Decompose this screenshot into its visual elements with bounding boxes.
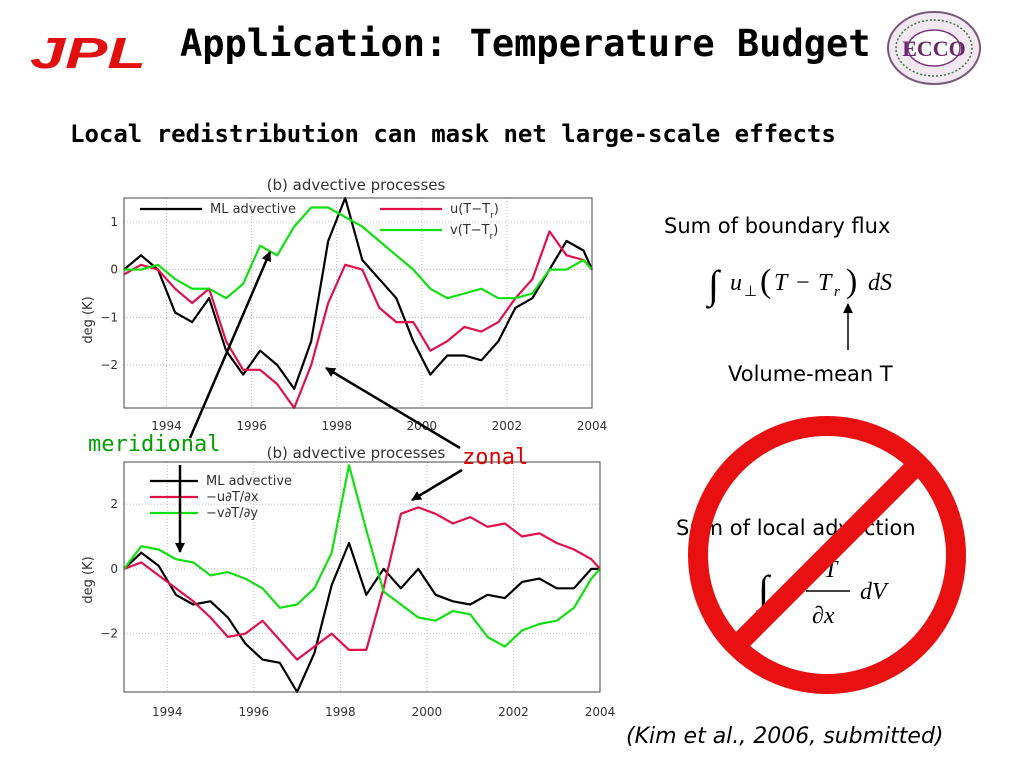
y-axis-label: deg (K): [81, 296, 96, 343]
integral-sign: ∫: [705, 262, 722, 309]
y-tick-label: 0: [110, 562, 118, 576]
boundary-flux-label: Sum of boundary flux: [664, 214, 891, 238]
series-line-0: [123, 541, 600, 694]
x-tick-label: 1996: [236, 419, 267, 433]
x-tick-label: 1996: [239, 705, 270, 719]
x-tick-label: 1998: [325, 705, 356, 719]
x-tick-label: 2002: [492, 419, 523, 433]
y-tick-label: 1: [110, 215, 118, 229]
jpl-logo-text: JPL: [30, 30, 146, 72]
x-tick-label: 2002: [498, 705, 529, 719]
y-tick-label: −2: [100, 358, 118, 372]
y-axis-label: deg (K): [81, 556, 96, 603]
x-tick-label: 1998: [321, 419, 352, 433]
chart-advective-bottom: (b) advective processes deg (K) 1994 1996…: [81, 444, 616, 719]
x-tick-label: 2000: [412, 705, 443, 719]
x-tick-label: 2004: [577, 419, 608, 433]
formula-denominator: ∂x: [812, 603, 835, 629]
formula-perp: ⊥: [744, 284, 757, 300]
formula-u: u: [730, 270, 742, 296]
legend-label: u(T−Tr): [450, 202, 499, 221]
chart-advective-top: (b) advective processes deg (K) 1994 1996…: [81, 176, 608, 433]
slide-subtitle: Local redistribution can mask net large-…: [70, 120, 836, 148]
y-tick-label: 2: [110, 497, 118, 511]
formula-dV: dV: [860, 579, 889, 605]
x-tick-label: 2004: [585, 705, 616, 719]
formula-rparen: ): [846, 263, 857, 300]
legend-label: ML advective: [206, 474, 292, 489]
prohibition-sign-icon: [688, 416, 966, 694]
series-line-1: [123, 506, 601, 661]
x-tick-label: 1994: [151, 419, 182, 433]
y-tick-label: 0: [110, 263, 118, 277]
ecco-logo: ECCO: [887, 11, 981, 85]
formula-lparen: (: [760, 263, 771, 300]
meridional-label: meridional: [88, 432, 221, 457]
formula-Tr: T: [818, 270, 833, 296]
chart-title: (b) advective processes: [267, 176, 446, 194]
series-line-0: [123, 196, 594, 390]
chart-title: (b) advective processes: [267, 444, 446, 462]
volume-mean-label: Volume-mean T: [728, 362, 893, 386]
slide-title: Application: Temperature Budget: [180, 22, 871, 65]
series-line-2: [123, 464, 601, 648]
x-tick-label: 1994: [152, 705, 183, 719]
boundary-flux-formula: ∫ u ⊥ ( T − T r ) dS: [705, 262, 892, 309]
legend-label: ML advective: [210, 202, 296, 217]
legend-label: −v∂T/∂y: [206, 506, 258, 521]
zonal-label: zonal: [462, 445, 529, 470]
y-tick-label: −1: [100, 310, 118, 324]
jpl-logo: JPL: [30, 30, 146, 72]
ecco-logo-text: ECCO: [902, 36, 966, 61]
citation: (Kim et al., 2006, submitted): [626, 724, 944, 749]
y-tick-label: −2: [100, 627, 118, 641]
legend-label: v(T−Tr): [450, 223, 498, 242]
legend-label: −u∂T/∂x: [206, 490, 259, 505]
formula-T: T: [774, 270, 789, 296]
x-tick-label: 2000: [407, 419, 438, 433]
formula-minus: −: [796, 270, 810, 296]
formula-dS: dS: [868, 270, 892, 296]
series-line-2: [124, 206, 593, 300]
formula-r-subscript: r: [834, 284, 840, 300]
